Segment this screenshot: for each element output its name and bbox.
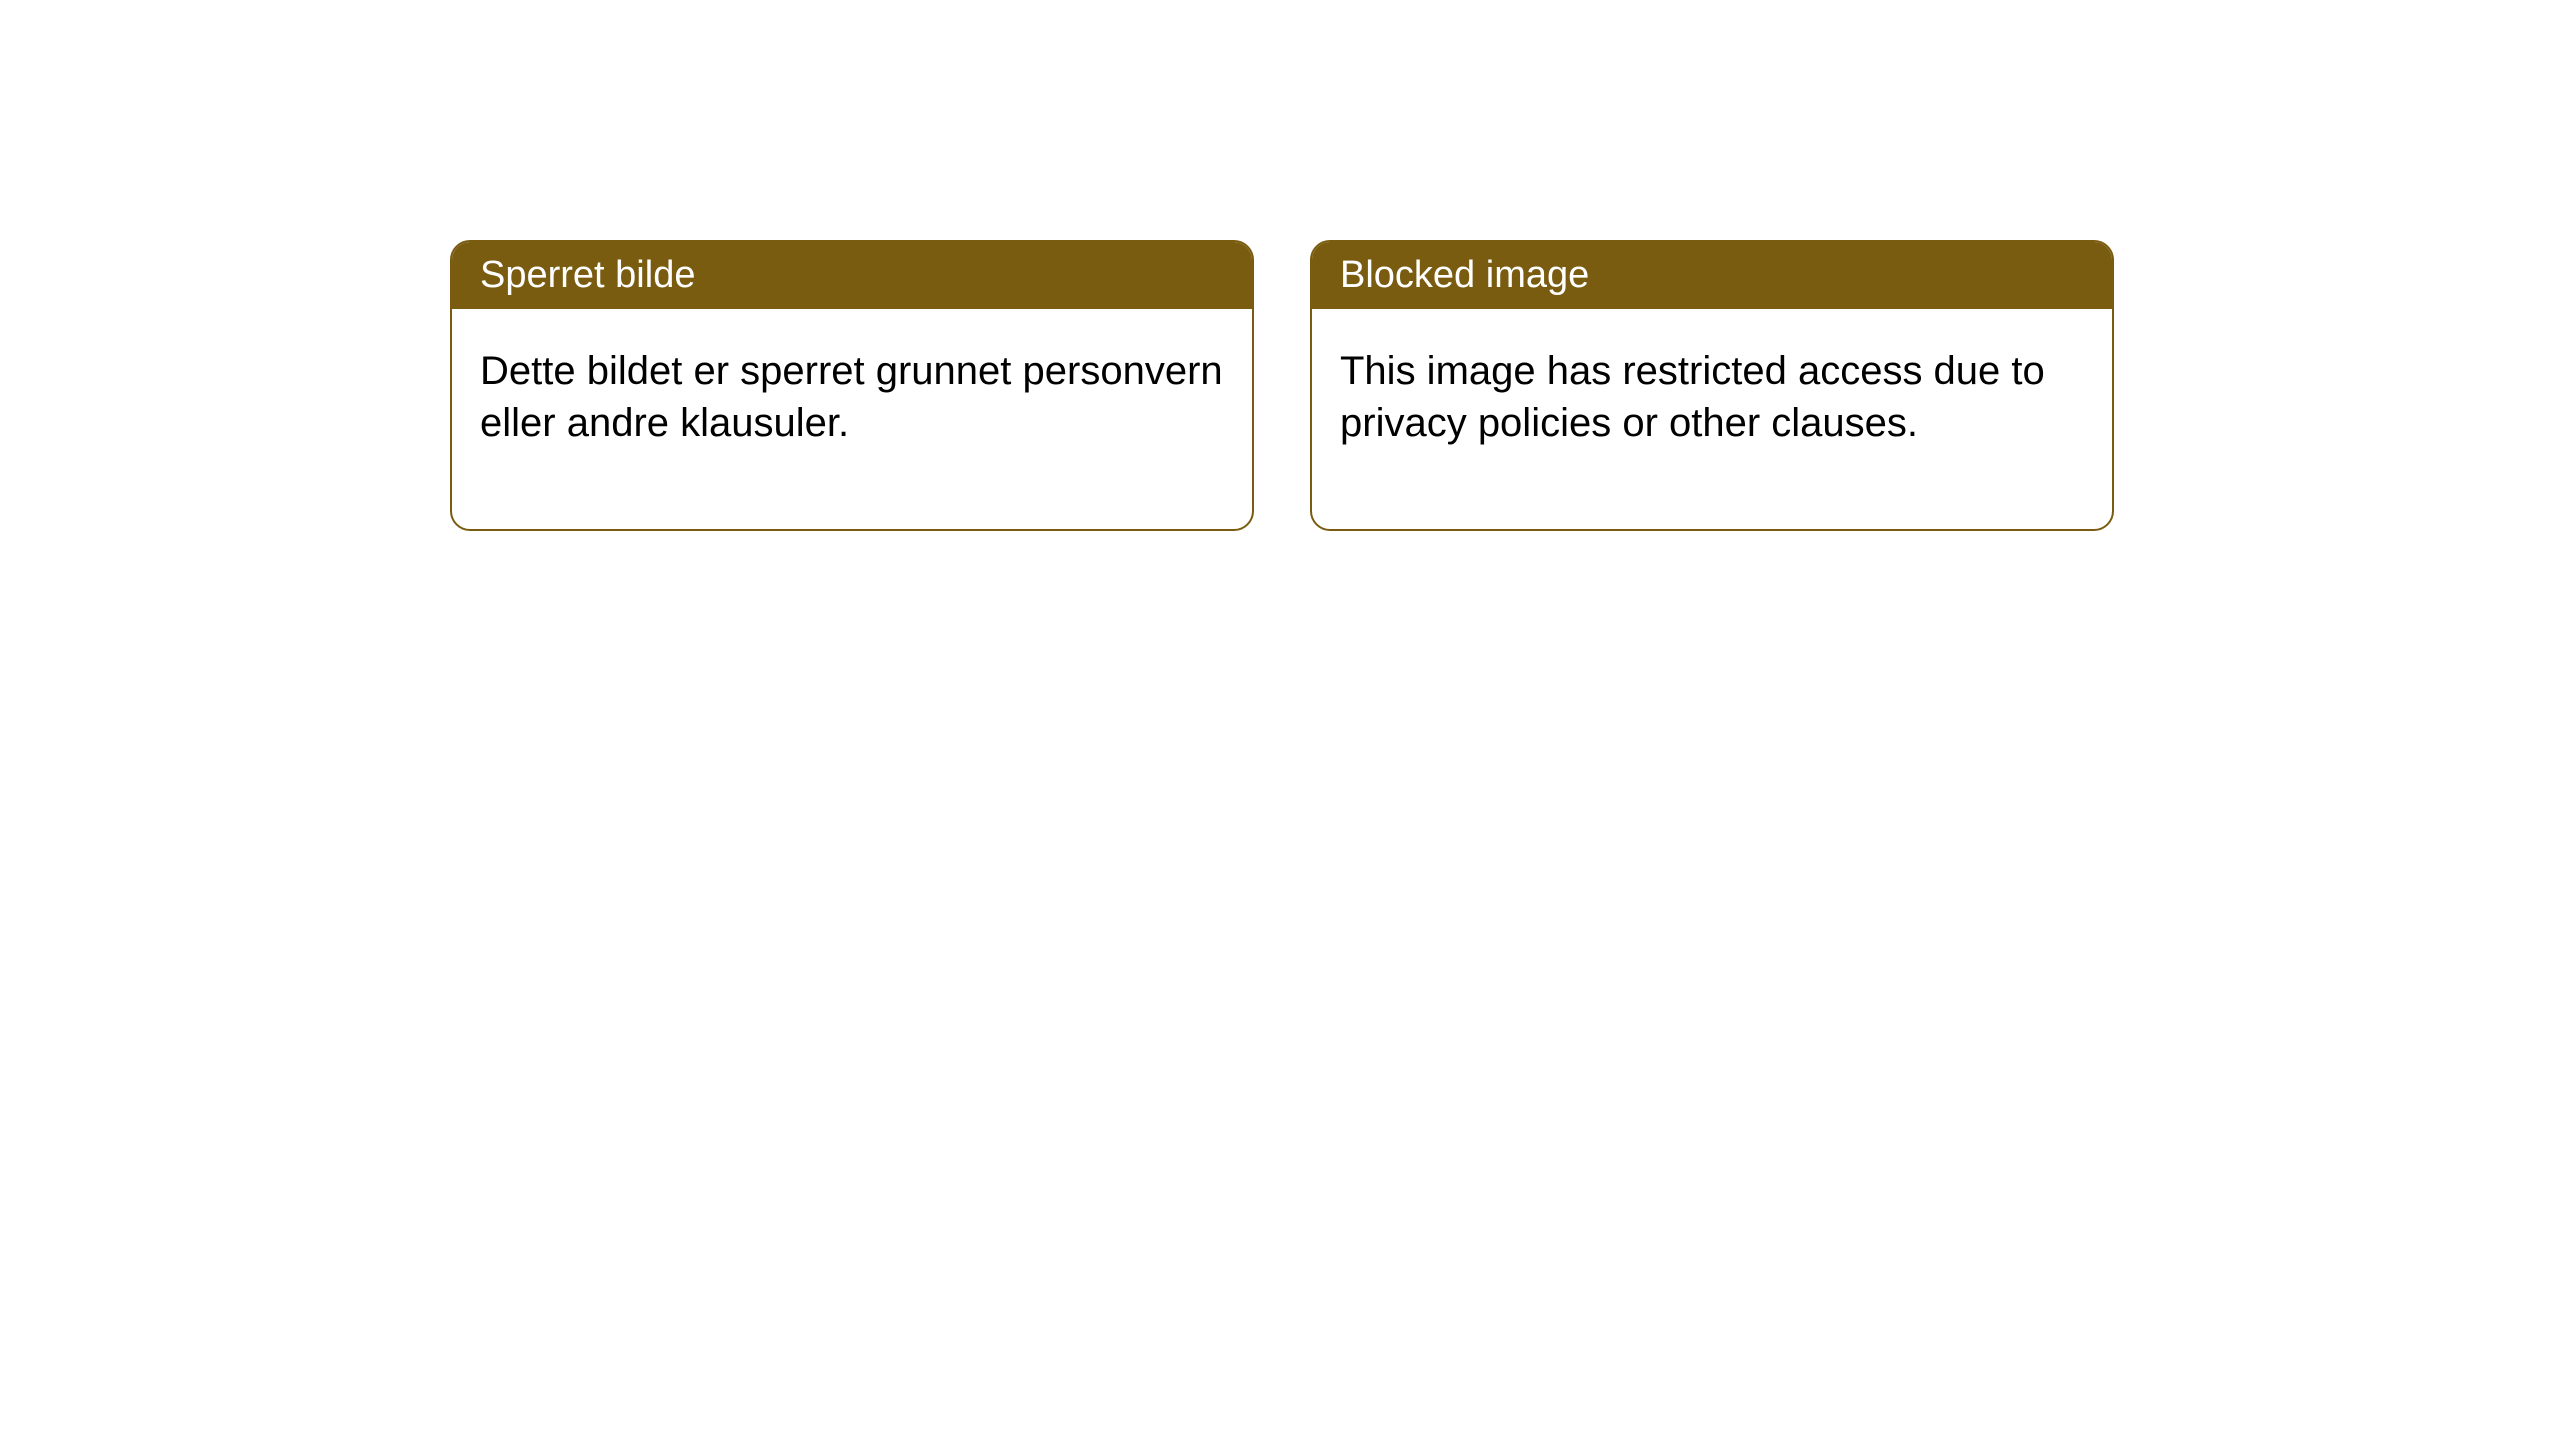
notice-card-english: Blocked image This image has restricted … [1310,240,2114,531]
notice-body: This image has restricted access due to … [1312,309,2112,529]
notice-card-norwegian: Sperret bilde Dette bildet er sperret gr… [450,240,1254,531]
notice-container: Sperret bilde Dette bildet er sperret gr… [0,0,2560,531]
notice-title: Sperret bilde [480,254,695,296]
notice-text: This image has restricted access due to … [1340,345,2084,449]
notice-text: Dette bildet er sperret grunnet personve… [480,345,1224,449]
notice-body: Dette bildet er sperret grunnet personve… [452,309,1252,529]
notice-header: Sperret bilde [452,242,1252,309]
notice-header: Blocked image [1312,242,2112,309]
notice-title: Blocked image [1340,254,1589,296]
